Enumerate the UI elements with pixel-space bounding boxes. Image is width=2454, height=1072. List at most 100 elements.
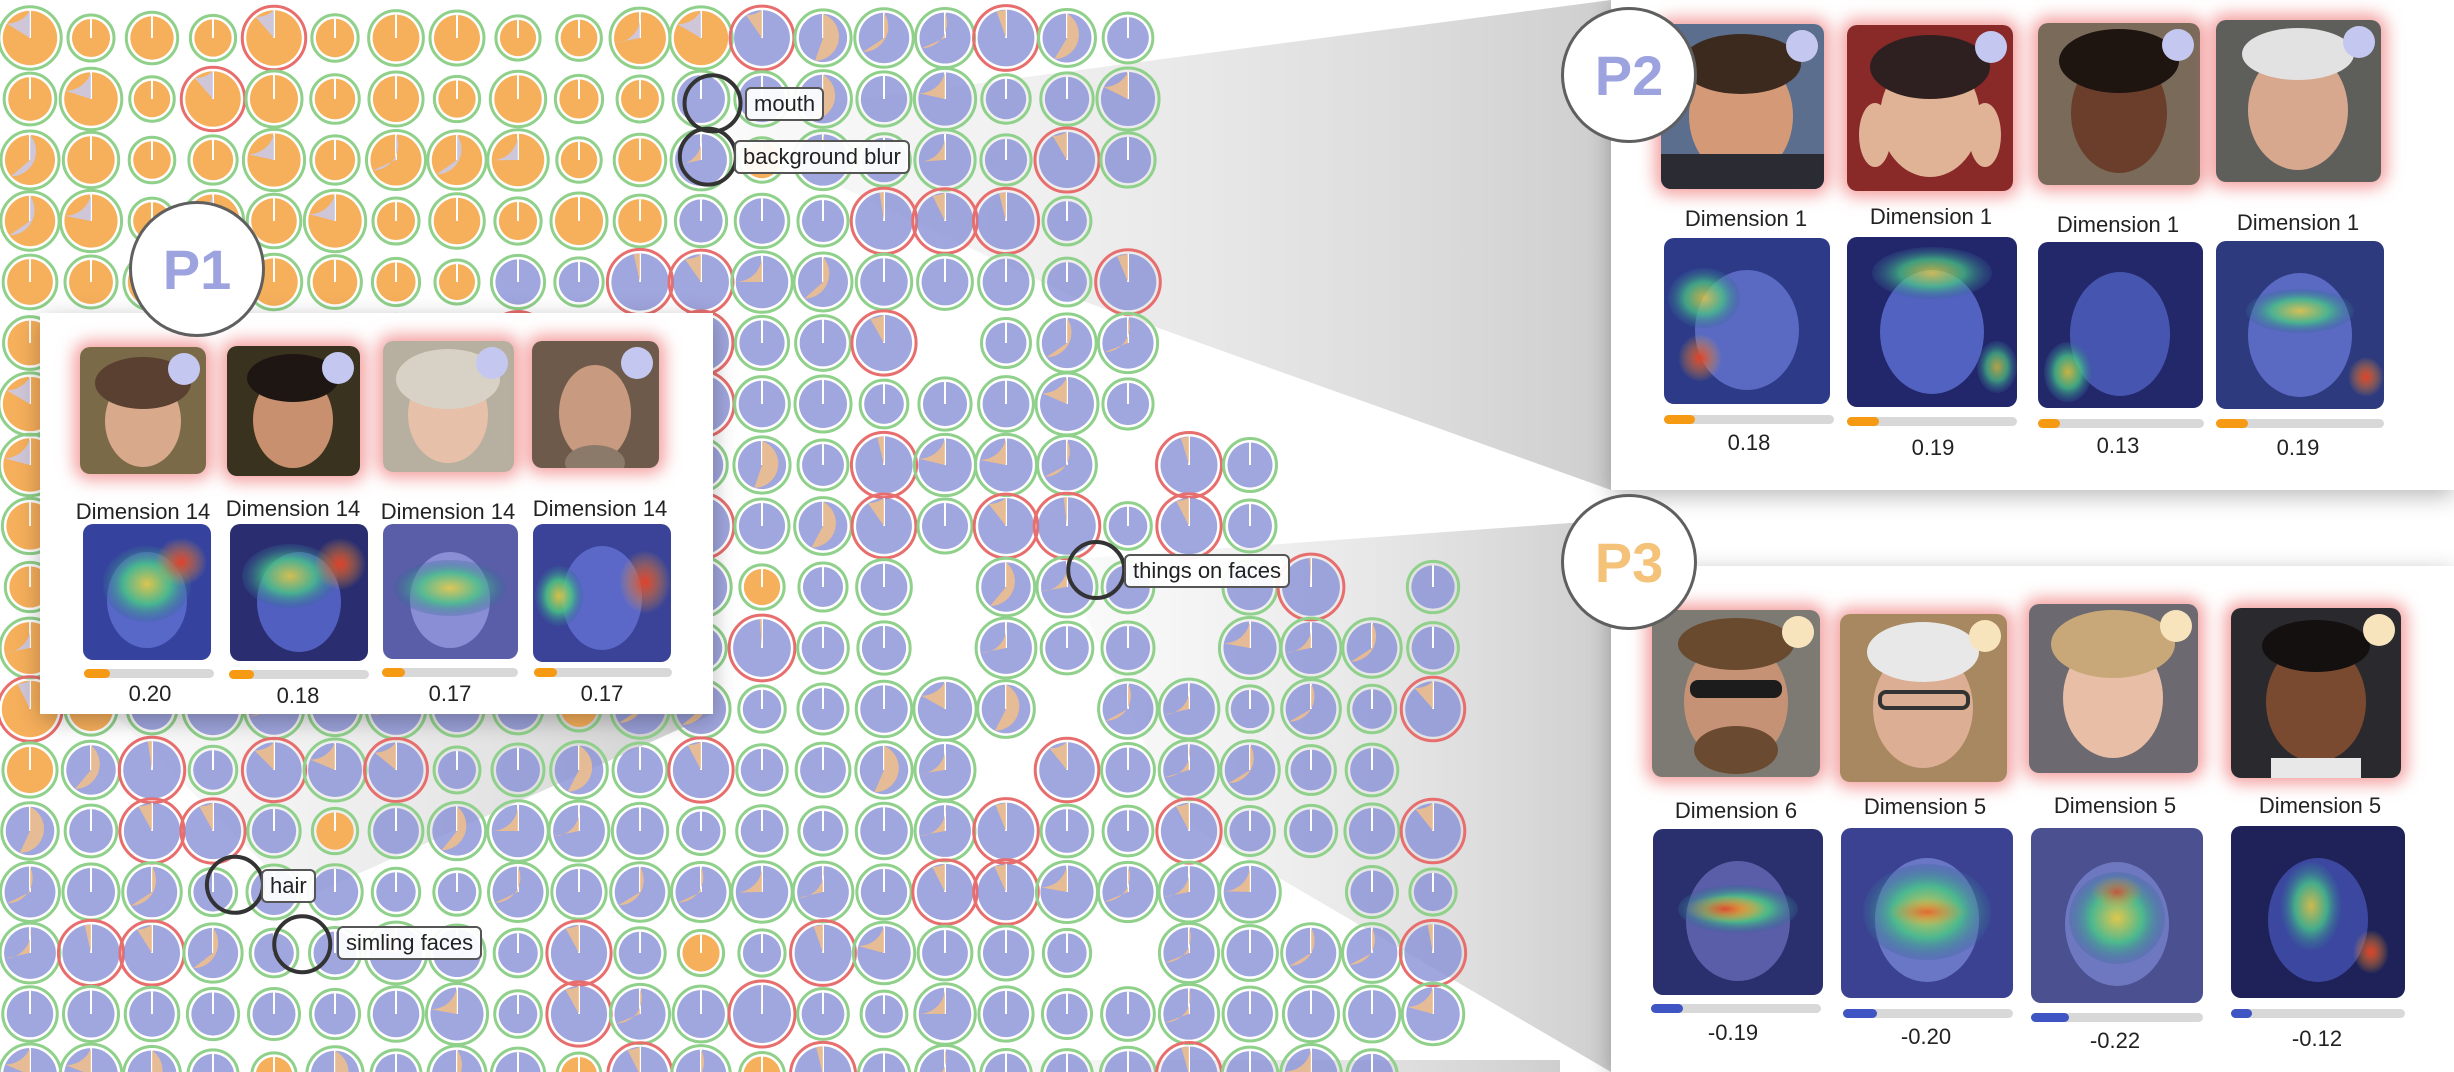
glyph-circle[interactable] [1221,924,1279,982]
glyph-circle[interactable] [1100,742,1156,798]
glyph-circle[interactable] [789,1040,857,1072]
glyph-circle[interactable] [789,919,857,987]
glyph-circle[interactable] [1398,918,1468,988]
glyph-circle[interactable] [367,802,425,860]
glyph-circle[interactable] [855,558,913,616]
glyph-circle[interactable] [913,738,977,802]
glyph-circle[interactable] [612,193,668,249]
glyph-circle[interactable] [426,1044,488,1072]
glyph-circle[interactable] [917,376,973,432]
glyph-circle[interactable] [185,986,241,1042]
glyph-circle[interactable] [1346,683,1398,735]
glyph-circle[interactable] [613,926,667,980]
glyph-circle[interactable] [738,563,786,611]
glyph-circle[interactable] [432,745,482,795]
glyph-circle[interactable] [1033,736,1101,804]
glyph-circle[interactable] [1223,804,1277,858]
glyph-circle[interactable] [1098,1045,1158,1072]
glyph-circle[interactable] [727,613,797,683]
glyph-circle[interactable] [913,128,977,192]
glyph-circle[interactable] [1400,981,1466,1047]
highlighted-glyph[interactable] [272,914,333,975]
glyph-circle[interactable] [977,375,1035,433]
glyph-circle[interactable] [730,250,794,314]
glyph-circle[interactable] [667,736,735,804]
glyph-circle[interactable] [1157,677,1221,741]
glyph-circle[interactable] [850,492,918,560]
glyph-circle[interactable] [1341,922,1403,984]
glyph-circle[interactable] [913,6,977,70]
glyph-circle[interactable] [63,254,119,310]
glyph-circle[interactable] [1,985,59,1043]
glyph-circle[interactable] [0,921,62,985]
face-image[interactable] [2029,604,2198,773]
glyph-circle[interactable] [853,7,915,69]
glyph-circle[interactable] [1041,256,1093,308]
glyph-circle[interactable] [855,70,913,128]
glyph-circle[interactable] [188,13,238,63]
glyph-circle[interactable] [369,1048,423,1072]
glyph-circle[interactable] [980,73,1032,125]
heatmap-image[interactable] [230,524,368,661]
glyph-circle[interactable] [128,75,176,123]
glyph-circle[interactable] [492,927,544,979]
glyph-circle[interactable] [0,801,60,861]
glyph-circle[interactable] [974,616,1038,680]
glyph-circle[interactable] [302,737,368,803]
glyph-circle[interactable] [490,742,546,798]
glyph-circle[interactable] [615,74,665,124]
glyph-circle[interactable] [493,196,543,246]
glyph-circle[interactable] [971,186,1041,256]
glyph-circle[interactable] [912,66,978,132]
glyph-circle[interactable] [738,1050,786,1072]
heatmap-image[interactable] [2231,826,2405,998]
glyph-circle[interactable] [1155,1040,1223,1072]
glyph-circle[interactable] [1100,620,1156,676]
glyph-circle[interactable] [733,192,791,250]
heatmap-image[interactable] [2216,241,2384,409]
glyph-circle[interactable] [911,187,979,255]
glyph-circle[interactable] [612,132,668,188]
glyph-circle[interactable] [1036,312,1098,374]
heatmap-image[interactable] [1664,238,1830,404]
glyph-circle[interactable] [1096,860,1160,924]
glyph-circle[interactable] [793,8,853,68]
glyph-circle[interactable] [1344,864,1400,920]
glyph-circle[interactable] [796,682,850,736]
glyph-circle[interactable] [553,256,605,308]
glyph-circle[interactable] [1041,195,1093,247]
glyph-circle[interactable] [66,13,116,63]
glyph-circle[interactable] [555,136,603,184]
glyph-circle[interactable] [727,979,797,1049]
glyph-circle[interactable] [854,679,914,739]
heatmap-image[interactable] [2038,242,2203,408]
glyph-circle[interactable] [1399,675,1467,743]
glyph-circle[interactable] [1222,498,1278,554]
face-image[interactable] [532,341,659,468]
glyph-circle[interactable] [1,253,59,311]
glyph-circle[interactable] [1041,927,1093,979]
glyph-circle[interactable] [855,863,913,921]
glyph-circle[interactable] [913,982,977,1046]
glyph-circle[interactable] [1032,491,1102,561]
glyph-circle[interactable] [796,621,850,675]
glyph-circle[interactable] [118,797,186,865]
glyph-circle[interactable] [309,73,361,125]
glyph-circle[interactable] [976,679,1036,739]
glyph-circle[interactable] [428,9,486,67]
glyph-circle[interactable] [433,258,481,306]
glyph-circle[interactable] [310,806,360,856]
glyph-circle[interactable] [611,741,669,799]
glyph-circle[interactable] [309,134,361,186]
glyph-circle[interactable] [1344,742,1400,798]
glyph-circle[interactable] [608,982,672,1046]
glyph-circle[interactable] [794,314,852,372]
glyph-circle[interactable] [735,804,789,858]
glyph-circle[interactable] [117,735,187,805]
heatmap-image[interactable] [2031,828,2203,1003]
glyph-circle[interactable] [791,860,855,924]
glyph-circle[interactable] [555,14,603,62]
glyph-circle[interactable] [797,805,849,857]
glyph-circle[interactable] [1039,71,1095,127]
face-image[interactable] [2038,23,2200,185]
